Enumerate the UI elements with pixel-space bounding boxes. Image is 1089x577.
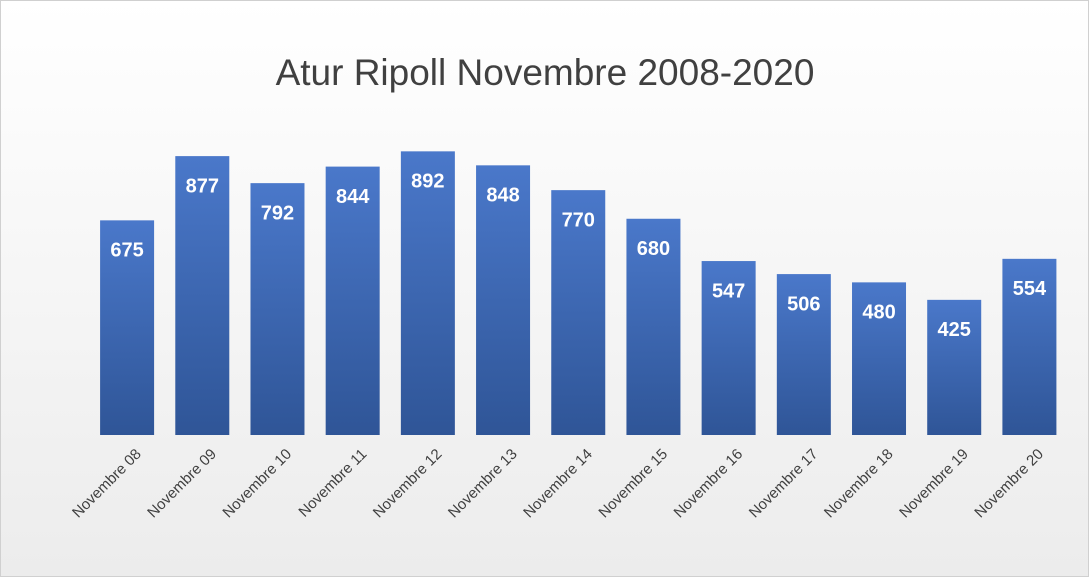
bar xyxy=(175,156,230,435)
value-label: 770 xyxy=(562,209,595,231)
value-label: 877 xyxy=(186,175,219,197)
bar xyxy=(927,299,982,435)
bar xyxy=(1002,258,1057,435)
bar xyxy=(250,183,305,435)
value-label: 792 xyxy=(261,202,294,224)
bar xyxy=(551,190,606,435)
bar xyxy=(400,151,455,435)
bar xyxy=(852,282,907,435)
bar xyxy=(626,218,681,435)
value-label: 848 xyxy=(486,185,519,207)
value-label: 680 xyxy=(637,238,670,260)
value-label: 480 xyxy=(862,302,895,324)
value-label: 547 xyxy=(712,280,745,302)
bar xyxy=(325,166,380,435)
bar xyxy=(701,261,756,435)
value-label: 675 xyxy=(110,240,143,262)
bar xyxy=(476,165,531,435)
chart-title: Atur Ripoll Novembre 2008-2020 xyxy=(276,52,815,93)
value-label: 506 xyxy=(787,293,820,315)
bar xyxy=(776,274,831,435)
bar xyxy=(100,220,155,435)
value-label: 554 xyxy=(1013,278,1047,300)
value-label: 892 xyxy=(411,171,444,193)
value-label: 425 xyxy=(938,319,971,341)
value-label: 844 xyxy=(336,186,370,208)
